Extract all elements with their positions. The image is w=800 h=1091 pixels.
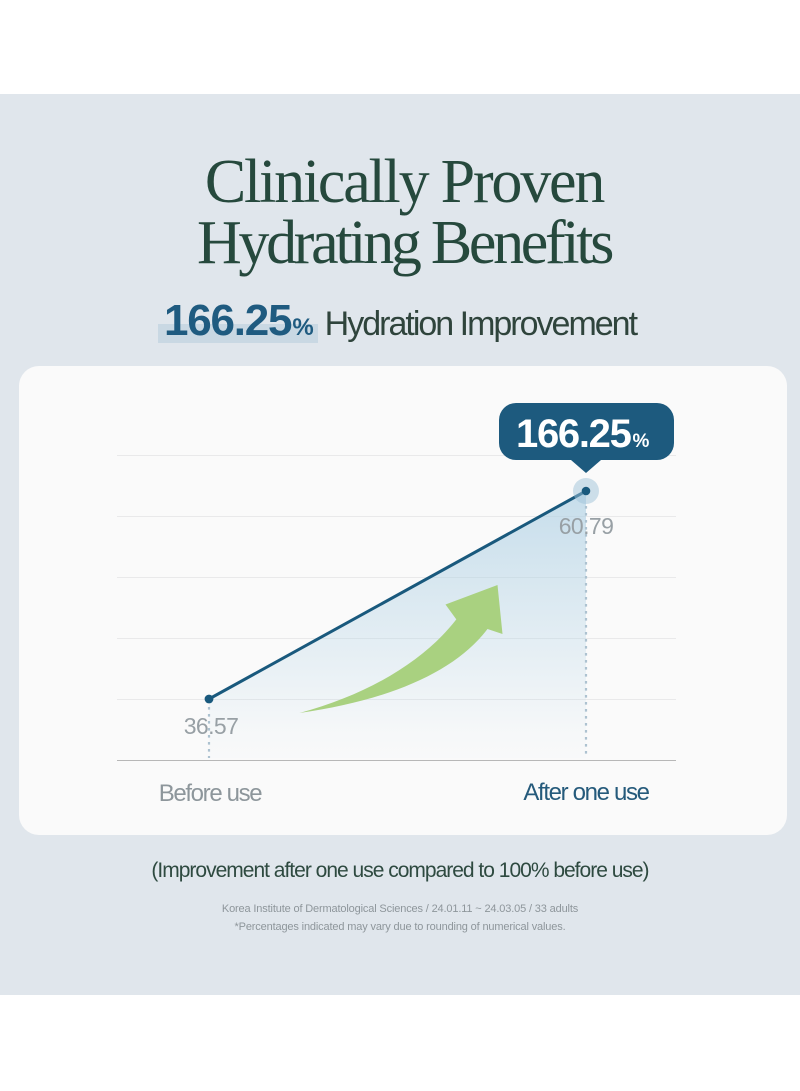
svg-text:60.79: 60.79 <box>559 513 614 539</box>
svg-text:Before use: Before use <box>159 780 263 807</box>
svg-text:166.25%: 166.25% <box>516 412 650 456</box>
svg-text:36.57: 36.57 <box>184 713 239 739</box>
svg-text:After one use: After one use <box>523 779 649 806</box>
